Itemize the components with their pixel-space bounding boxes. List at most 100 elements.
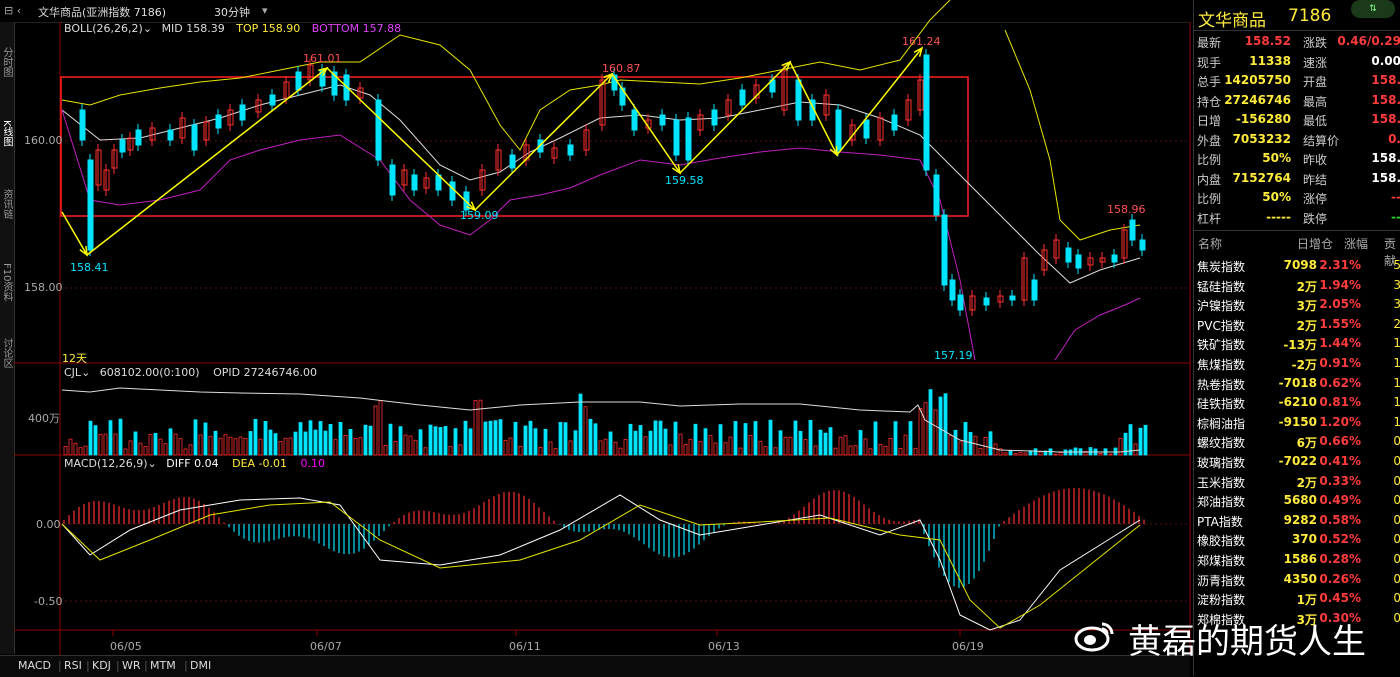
list-item[interactable]: 玻璃指数 -7022 0.41% 0 xyxy=(1197,452,1400,471)
list-item[interactable]: 郑煤指数 1586 0.28% 0 xyxy=(1197,550,1400,569)
candle-body xyxy=(95,149,102,186)
volume-bar xyxy=(803,439,808,456)
volume-bar xyxy=(188,444,193,456)
candle-body xyxy=(1121,229,1128,259)
list-item-chg: 0.52% xyxy=(1319,532,1361,547)
list-item[interactable]: 沪镍指数 3万 2.05% 3 xyxy=(1197,295,1400,314)
list-item[interactable]: 郑油指数 5680 0.49% 0 xyxy=(1197,491,1400,510)
candle-body xyxy=(269,94,276,106)
list-item-inc: 2万 xyxy=(1296,475,1317,490)
volume-bar xyxy=(453,428,458,456)
volume-bar xyxy=(233,438,238,456)
tab-mtm[interactable]: MTM xyxy=(150,659,176,672)
candle-body xyxy=(567,144,574,156)
list-item[interactable]: 棕榈油指 -9150 1.20% 1 xyxy=(1197,413,1400,432)
candle-body xyxy=(969,295,976,311)
list-item-contrib: 3 xyxy=(1393,277,1400,292)
list-item[interactable]: 热卷指数 -7018 0.62% 1 xyxy=(1197,374,1400,393)
candle-body xyxy=(551,147,558,159)
volume-bar xyxy=(1053,453,1058,456)
volume-bar xyxy=(793,420,798,456)
list-item[interactable]: 焦煤指数 -2万 0.91% 1 xyxy=(1197,354,1400,373)
list-item-inc: 3万 xyxy=(1296,612,1317,627)
volume-bar xyxy=(413,439,418,456)
volume-bar xyxy=(663,428,668,456)
volume-bar xyxy=(893,421,898,456)
tab-forum[interactable]: 讨论区 xyxy=(1,338,12,368)
list-item-contrib: 0 xyxy=(1393,454,1400,468)
list-item-inc: 4350 xyxy=(1283,571,1317,586)
volume-bar xyxy=(1008,450,1013,456)
tab-dmi[interactable]: DMI xyxy=(190,659,212,672)
volume-bar xyxy=(593,423,598,456)
quote-row: 比例 50% 涨停 -- xyxy=(1197,188,1400,207)
x-tick-0613: 06/13 xyxy=(708,640,740,653)
tab-kline[interactable]: K线图 xyxy=(1,119,12,147)
period-selector[interactable]: 30分钟 xyxy=(214,6,250,19)
tab-timeshare[interactable]: 分时图 xyxy=(1,47,12,77)
quote-row: 持仓 27246746 最高 158. xyxy=(1197,91,1400,110)
candle-body xyxy=(375,99,382,161)
list-item[interactable]: 硅铁指数 -6210 0.81% 1 xyxy=(1197,393,1400,412)
quote-value: 158. xyxy=(1371,151,1400,165)
list-item[interactable]: 锰硅指数 2万 1.94% 3 xyxy=(1197,276,1400,295)
candle-body xyxy=(255,99,262,113)
tab-rsi[interactable]: RSI xyxy=(64,659,82,672)
volume-bar xyxy=(538,446,543,456)
quote-label: 总手 xyxy=(1197,75,1222,89)
list-item[interactable]: 螺纹指数 6万 0.66% 0 xyxy=(1197,432,1400,451)
volume-bar xyxy=(988,431,993,456)
tab-f10[interactable]: F10资料 xyxy=(1,262,12,302)
volume-bar xyxy=(283,437,288,456)
list-item-chg: 2.31% xyxy=(1319,258,1361,272)
quote-row: 现手 11338 速涨 0.00 xyxy=(1197,52,1400,71)
chevron-down-icon[interactable]: ▾ xyxy=(262,4,268,17)
list-item[interactable]: 淀粉指数 1万 0.45% 0 xyxy=(1197,589,1400,608)
volume-bar xyxy=(563,422,568,456)
candle-body xyxy=(685,117,692,161)
list-item[interactable]: 焦炭指数 7098 2.31% 5 xyxy=(1197,256,1400,275)
volume-bar xyxy=(513,421,518,456)
candle-body xyxy=(711,109,718,126)
tab-macd[interactable]: MACD xyxy=(18,659,51,672)
volume-bar xyxy=(298,422,303,456)
volume-bar xyxy=(123,448,128,456)
list-item[interactable]: 郑棉指数 3万 0.30% 0 xyxy=(1197,609,1400,628)
tab-wr[interactable]: WR xyxy=(122,659,141,672)
tab-kdj[interactable]: KDJ xyxy=(92,659,111,672)
volume-bar xyxy=(288,437,293,456)
list-item-inc: 7098 xyxy=(1283,258,1317,272)
list-item-name: 铁矿指数 xyxy=(1197,338,1246,353)
tab-news[interactable]: 资讯链 xyxy=(1,189,12,219)
instrument-name: 文华商品 xyxy=(1198,11,1266,31)
volume-bar xyxy=(718,424,723,456)
list-item[interactable]: 橡胶指数 370 0.52% 0 xyxy=(1197,530,1400,549)
volume-bar xyxy=(693,423,698,456)
kline-chart[interactable] xyxy=(0,0,1192,655)
list-item-chg: 0.28% xyxy=(1319,552,1361,566)
list-item-inc: -7018 xyxy=(1278,375,1317,390)
volume-bar xyxy=(903,434,908,456)
candle-body xyxy=(659,114,666,126)
volume-bar xyxy=(248,431,253,456)
list-item[interactable]: 玉米指数 2万 0.33% 0 xyxy=(1197,472,1400,491)
list-item[interactable]: PTA指数 9282 0.58% 0 xyxy=(1197,511,1400,530)
list-item[interactable]: 沥青指数 4350 0.26% 0 xyxy=(1197,570,1400,589)
list-item-contrib: 1 xyxy=(1393,395,1400,410)
quote-label: 开盘 xyxy=(1303,75,1328,89)
label-160-87: 160.87 xyxy=(602,62,641,75)
volume-bar xyxy=(328,424,333,456)
x-tick-0607: 06/07 xyxy=(310,640,342,653)
list-item[interactable]: PVC指数 2万 1.55% 2 xyxy=(1197,315,1400,334)
label-158-41: 158.41 xyxy=(70,261,109,274)
volume-bar xyxy=(463,420,468,456)
volume-bar xyxy=(978,448,983,456)
volume-bar xyxy=(323,430,328,456)
volume-bar xyxy=(963,422,968,456)
instrument-code: 7186 xyxy=(1288,6,1332,26)
list-item-name: 棕榈油指 xyxy=(1197,416,1246,431)
list-item[interactable]: 铁矿指数 -13万 1.44% 1 xyxy=(1197,334,1400,353)
menu-icon[interactable]: ⊟ ‹ xyxy=(4,4,22,17)
quote-label: 日增 xyxy=(1197,114,1222,128)
candle-body xyxy=(823,94,830,116)
